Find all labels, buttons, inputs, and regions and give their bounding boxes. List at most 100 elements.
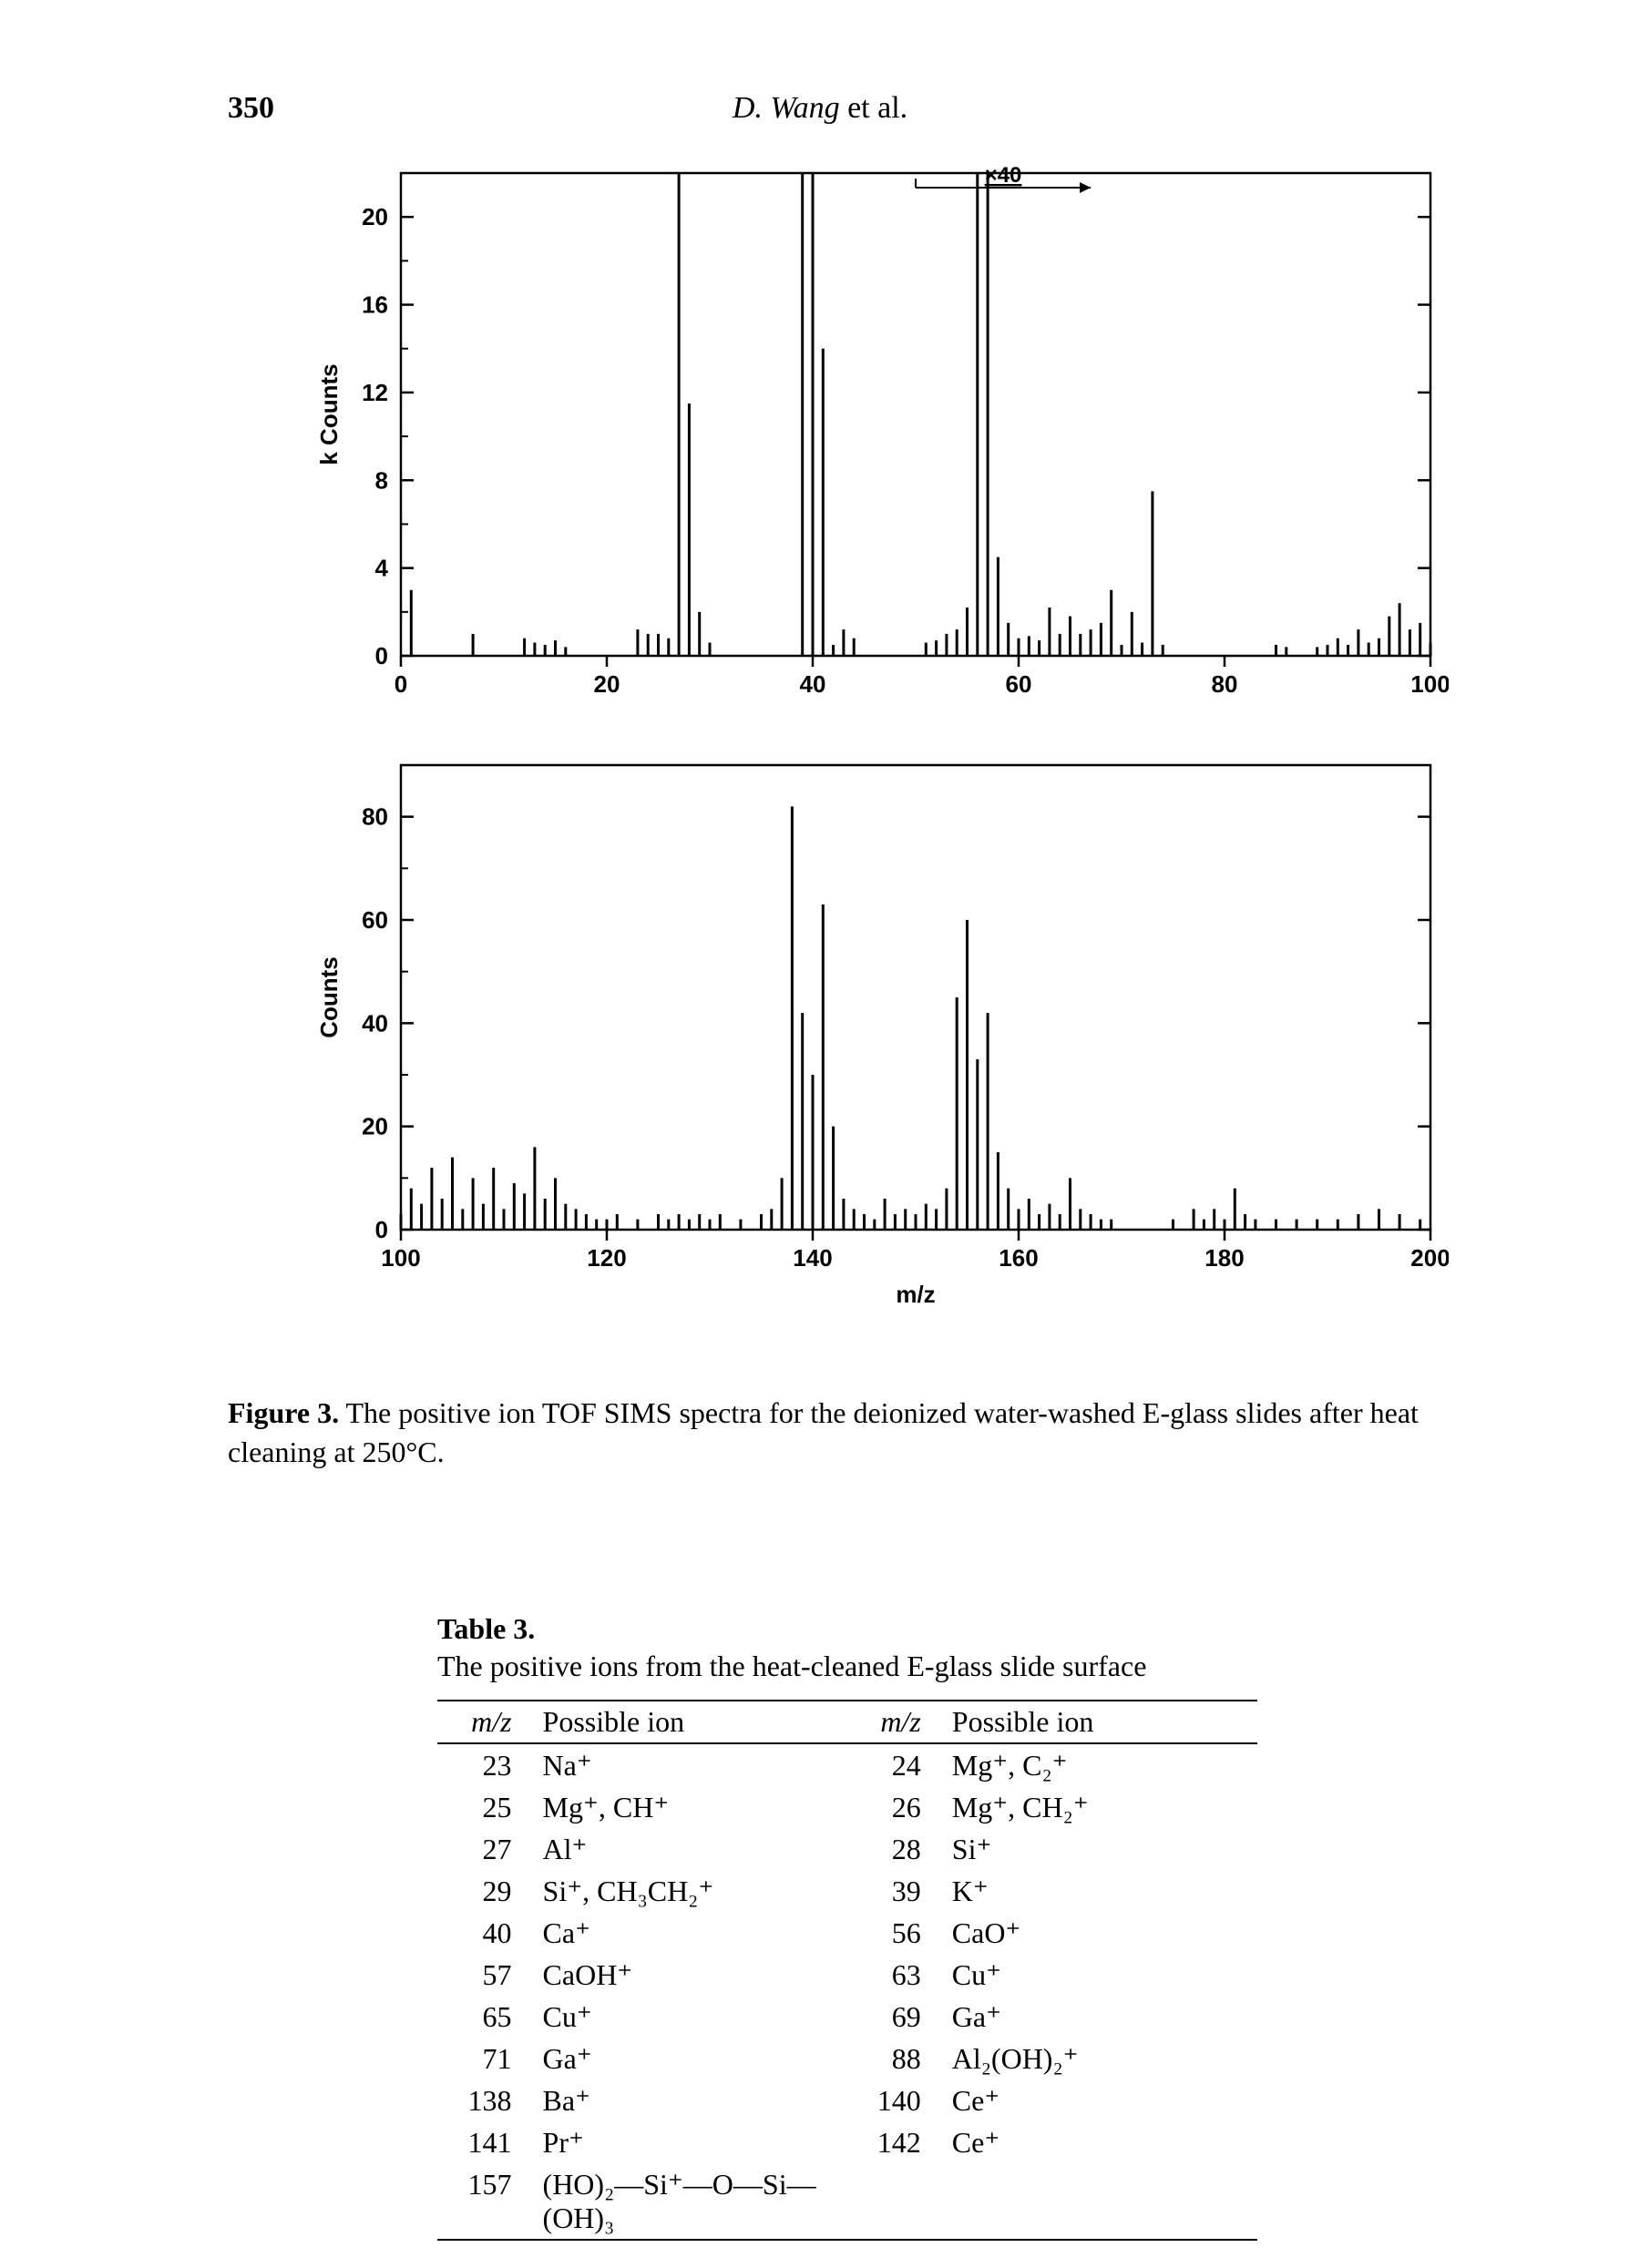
table-3-title-line2: The positive ions from the heat-cleaned … [437,1650,1257,1683]
col-mz-1: m/z [471,1705,511,1738]
svg-text:0: 0 [375,642,388,669]
cell-mz: 142 [846,2121,947,2163]
figure-3-top-panel: 0 4 8 12 16 20 0 20 40 60 80 100 k Counts ×40 [282,155,1449,710]
figure-caption-text: The positive ion TOF SIMS spectra for th… [228,1396,1419,1468]
cell-ion: (HO)₂—Si⁺—O—Si—(OH)₃ [538,2163,847,2240]
cell-mz: 40 [437,1912,538,1954]
svg-text:0: 0 [395,670,407,698]
table-row: 71Ga⁺88Al₂(OH)₂⁺ [437,2038,1257,2079]
cell-mz: 88 [846,2038,947,2079]
table-row: 157(HO)₂—Si⁺—O—Si—(OH)₃ [437,2163,1257,2240]
figure-3-caption: Figure 3. The positive ion TOF SIMS spec… [228,1394,1449,1472]
cell-ion: Al⁺ [538,1828,847,1870]
table-row: 23Na⁺24Mg⁺, C₂⁺ [437,1743,1257,1786]
table-row: 27Al⁺28Si⁺ [437,1828,1257,1870]
cell-ion: Ce⁺ [947,2079,1257,2121]
table-row: 65Cu⁺69Ga⁺ [437,1996,1257,2038]
cell-ion: Cu⁺ [947,1954,1257,1996]
cell-mz: 28 [846,1828,947,1870]
cell-ion: Si⁺ [947,1828,1257,1870]
svg-text:80: 80 [362,803,388,831]
cell-ion: Cu⁺ [538,1996,847,2038]
table-3: Table 3. The positive ions from the heat… [437,1612,1257,2241]
cell-mz: 141 [437,2121,538,2163]
cell-mz: 29 [437,1870,538,1912]
svg-text:100: 100 [381,1244,420,1272]
table-3-body: m/z Possible ion m/z Possible ion 23Na⁺2… [437,1700,1257,2241]
cell-ion: CaO⁺ [947,1912,1257,1954]
svg-text:×40: ×40 [985,163,1022,188]
cell-ion: K⁺ [947,1870,1257,1912]
cell-mz: 65 [437,1996,538,2038]
table-row: 40Ca⁺56CaO⁺ [437,1912,1257,1954]
svg-text:16: 16 [362,291,388,319]
svg-text:60: 60 [362,906,388,934]
svg-text:k Counts: k Counts [315,363,343,465]
table-row: 57CaOH⁺63Cu⁺ [437,1954,1257,1996]
cell-ion: Mg⁺, C₂⁺ [947,1743,1257,1786]
cell-mz: 27 [437,1828,538,1870]
col-mz-2: m/z [880,1705,920,1738]
table-row: 138Ba⁺140Ce⁺ [437,2079,1257,2121]
cell-mz: 69 [846,1996,947,2038]
cell-mz: 26 [846,1786,947,1828]
table-row: 29Si⁺, CH₃CH₂⁺39K⁺ [437,1870,1257,1912]
svg-text:12: 12 [362,379,388,406]
cell-ion: Na⁺ [538,1743,847,1786]
running-head-author: D. Wang [733,91,840,125]
svg-text:160: 160 [999,1244,1038,1272]
cell-ion: Si⁺, CH₃CH₂⁺ [538,1870,847,1912]
cell-ion: Al₂(OH)₂⁺ [947,2038,1257,2079]
cell-mz [846,2163,947,2240]
svg-text:120: 120 [587,1244,626,1272]
cell-mz: 25 [437,1786,538,1828]
svg-text:80: 80 [1212,670,1238,698]
cell-ion: Pr⁺ [538,2121,847,2163]
cell-ion [947,2163,1257,2240]
svg-text:140: 140 [793,1244,832,1272]
cell-ion: Mg⁺, CH⁺ [538,1786,847,1828]
svg-text:100: 100 [1410,670,1449,698]
running-head-suffix: et al. [840,91,908,125]
cell-mz: 157 [437,2163,538,2240]
svg-text:8: 8 [375,466,388,494]
svg-text:40: 40 [362,1009,388,1037]
svg-text:20: 20 [362,203,388,230]
table-row: 141Pr⁺142Ce⁺ [437,2121,1257,2163]
chart-bot-svg: 0 20 40 60 80 100 120 140 160 180 200 Counts m/z [282,756,1449,1321]
cell-mz: 39 [846,1870,947,1912]
svg-text:20: 20 [362,1113,388,1140]
running-head: D. Wang et al. [0,91,1640,126]
svg-text:40: 40 [800,670,826,698]
cell-ion: Ga⁺ [947,1996,1257,2038]
cell-ion: Ca⁺ [538,1912,847,1954]
cell-mz: 71 [437,2038,538,2079]
cell-mz: 140 [846,2079,947,2121]
svg-text:Counts: Counts [315,956,343,1038]
svg-text:180: 180 [1204,1244,1244,1272]
svg-text:m/z: m/z [896,1281,935,1308]
cell-mz: 57 [437,1954,538,1996]
cell-mz: 24 [846,1743,947,1786]
cell-mz: 23 [437,1743,538,1786]
cell-mz: 56 [846,1912,947,1954]
cell-mz: 63 [846,1954,947,1996]
cell-ion: Ba⁺ [538,2079,847,2121]
cell-mz: 138 [437,2079,538,2121]
svg-text:60: 60 [1006,670,1032,698]
table-row: 25Mg⁺, CH⁺26Mg⁺, CH₂⁺ [437,1786,1257,1828]
svg-text:200: 200 [1410,1244,1449,1272]
chart-top-svg: 0 4 8 12 16 20 0 20 40 60 80 100 k Counts ×40 [282,155,1449,710]
table-3-title-line1: Table 3. [437,1612,1257,1646]
cell-ion: Ce⁺ [947,2121,1257,2163]
svg-text:20: 20 [594,670,620,698]
figure-3-bottom-panel: 0 20 40 60 80 100 120 140 160 180 200 Counts m/z [282,756,1449,1321]
table-header-row: m/z Possible ion m/z Possible ion [437,1701,1257,1743]
col-ion-2: Possible ion [947,1701,1257,1743]
svg-text:4: 4 [375,555,389,582]
cell-ion: Mg⁺, CH₂⁺ [947,1786,1257,1828]
figure-caption-prefix: Figure 3. [228,1396,339,1429]
cell-ion: CaOH⁺ [538,1954,847,1996]
col-ion-1: Possible ion [538,1701,847,1743]
svg-text:0: 0 [375,1216,388,1243]
